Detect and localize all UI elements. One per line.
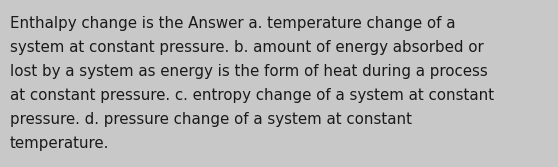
Text: system at constant pressure. b. amount of energy absorbed or: system at constant pressure. b. amount o…	[10, 40, 484, 55]
Text: lost by a system as energy is the form of heat during a process: lost by a system as energy is the form o…	[10, 64, 488, 79]
Text: pressure. d. pressure change of a system at constant: pressure. d. pressure change of a system…	[10, 112, 412, 127]
Text: temperature.: temperature.	[10, 136, 109, 151]
Text: at constant pressure. c. entropy change of a system at constant: at constant pressure. c. entropy change …	[10, 88, 494, 103]
Text: Enthalpy change is the Answer a. temperature change of a: Enthalpy change is the Answer a. tempera…	[10, 16, 455, 31]
